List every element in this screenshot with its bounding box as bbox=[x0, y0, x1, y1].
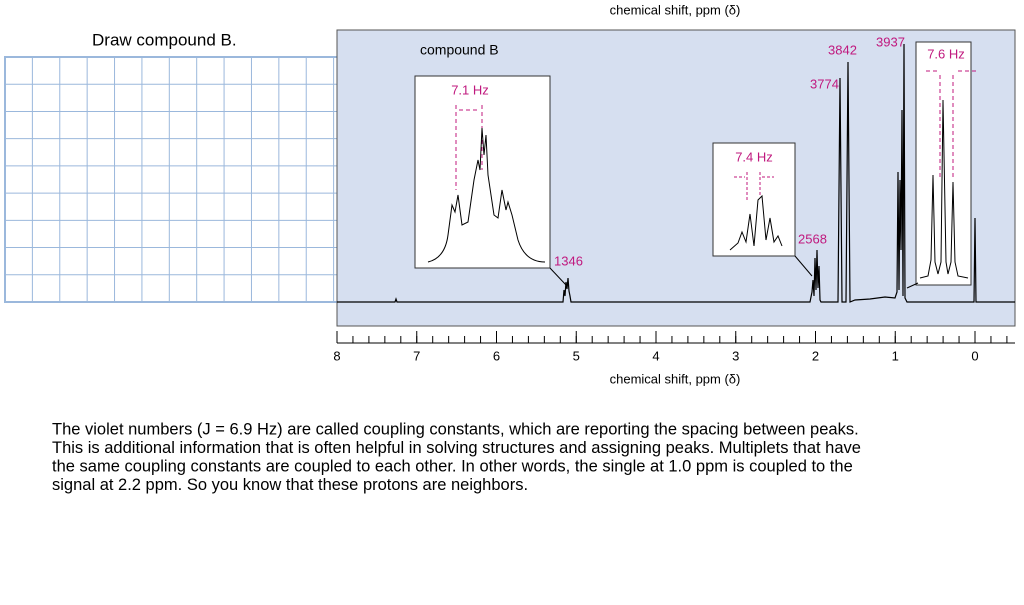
x-tick-label: 5 bbox=[573, 348, 580, 363]
x-tick-label: 2 bbox=[812, 348, 819, 363]
inset-trace bbox=[919, 99, 969, 279]
x-axis-ticks: 8 7 6 5 4 3 2 1 0 bbox=[333, 331, 1008, 363]
paragraph-line: signal at 2.2 ppm. So you know that thes… bbox=[52, 476, 528, 494]
coupling-label: 7.1 Hz bbox=[451, 82, 489, 97]
peak-label: 3937 bbox=[876, 34, 905, 49]
x-tick-label: 7 bbox=[413, 348, 420, 363]
x-tick-label: 4 bbox=[652, 348, 659, 363]
grid-title: Draw compound B. bbox=[92, 30, 237, 49]
drawing-grid bbox=[4, 56, 362, 303]
paragraph-line: the same coupling constants are coupled … bbox=[52, 457, 853, 475]
peak-label: 2568 bbox=[798, 231, 827, 246]
explanation: The violet numbers (J = 6.9 Hz) are call… bbox=[52, 420, 861, 494]
inset-box bbox=[915, 41, 972, 286]
top-axis-label: chemical shift, ppm (δ) bbox=[610, 2, 741, 17]
x-tick-label: 6 bbox=[493, 348, 500, 363]
x-tick-label: 0 bbox=[971, 348, 978, 363]
inset-box bbox=[414, 75, 551, 269]
x-tick-label: 3 bbox=[732, 348, 739, 363]
leader-line bbox=[906, 282, 919, 289]
peak-label: 1346 bbox=[554, 253, 583, 268]
peak-label: 3774 bbox=[810, 76, 839, 91]
leader-line bbox=[549, 267, 567, 286]
peak-label: 3842 bbox=[828, 42, 857, 57]
coupling-marker bbox=[734, 172, 774, 200]
grid-lines bbox=[5, 57, 361, 302]
leader-line bbox=[794, 255, 813, 277]
x-axis-label: chemical shift, ppm (δ) bbox=[610, 371, 741, 386]
paragraph-line: This is additional information that is o… bbox=[52, 439, 861, 457]
x-tick-label: 1 bbox=[892, 348, 899, 363]
x-tick-label: 8 bbox=[333, 348, 340, 363]
paragraph-line: The violet numbers (J = 6.9 Hz) are call… bbox=[52, 420, 859, 438]
spectrum-trace bbox=[337, 43, 1015, 303]
inset-box bbox=[712, 142, 796, 257]
coupling-label: 7.4 Hz bbox=[735, 149, 773, 164]
coupling-marker bbox=[455, 105, 483, 190]
coupling-marker bbox=[926, 70, 977, 180]
inset-trace bbox=[729, 194, 783, 251]
coupling-label: 7.6 Hz bbox=[927, 46, 965, 61]
inset-trace bbox=[427, 127, 546, 263]
inset-title: compound B bbox=[420, 42, 499, 58]
